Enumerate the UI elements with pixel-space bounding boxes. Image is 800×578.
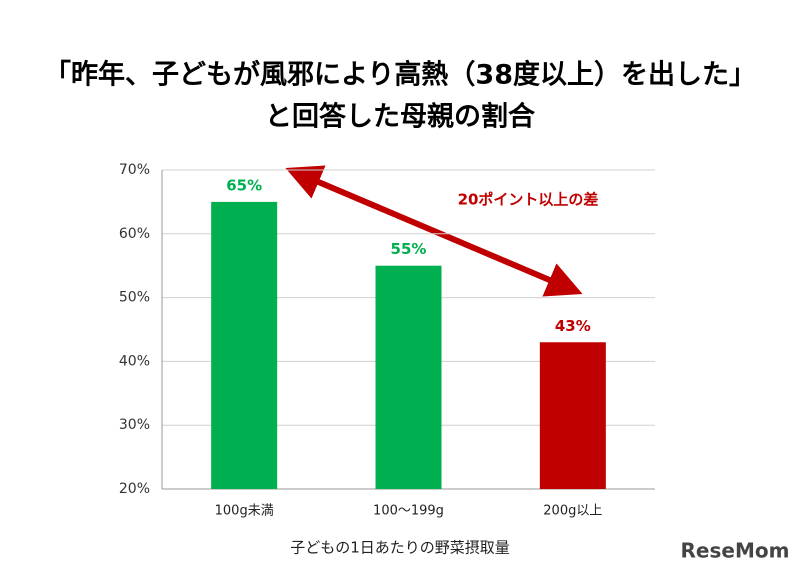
x-tick-label: 100g未満 <box>215 504 274 519</box>
x-tick-label: 200g以上 <box>543 504 602 519</box>
chart-title: 「昨年、子どもが風邪により高熱（38度以上）を出した」 <box>44 59 756 91</box>
value-label: 43% <box>555 317 591 335</box>
y-tick-label: 20% <box>119 481 150 497</box>
bar <box>375 265 442 489</box>
value-label: 65% <box>226 176 262 194</box>
y-tick-label: 70% <box>119 162 150 178</box>
annotation: 20ポイント以上の差 <box>458 191 599 209</box>
bar <box>211 201 278 489</box>
value-label: 55% <box>391 240 427 258</box>
annotation-arrow <box>285 165 583 297</box>
y-tick-label: 40% <box>119 353 150 369</box>
y-tick-label: 60% <box>119 226 150 242</box>
chart-title: と回答した母親の割合 <box>265 101 535 133</box>
x-tick-label: 100〜199g <box>373 504 444 519</box>
bar <box>539 342 606 489</box>
x-axis-title: 子どもの1日あたりの野菜摂取量 <box>290 539 510 557</box>
watermark: ReseMom <box>681 539 790 563</box>
y-tick-label: 30% <box>119 417 150 433</box>
y-tick-label: 50% <box>119 290 150 306</box>
